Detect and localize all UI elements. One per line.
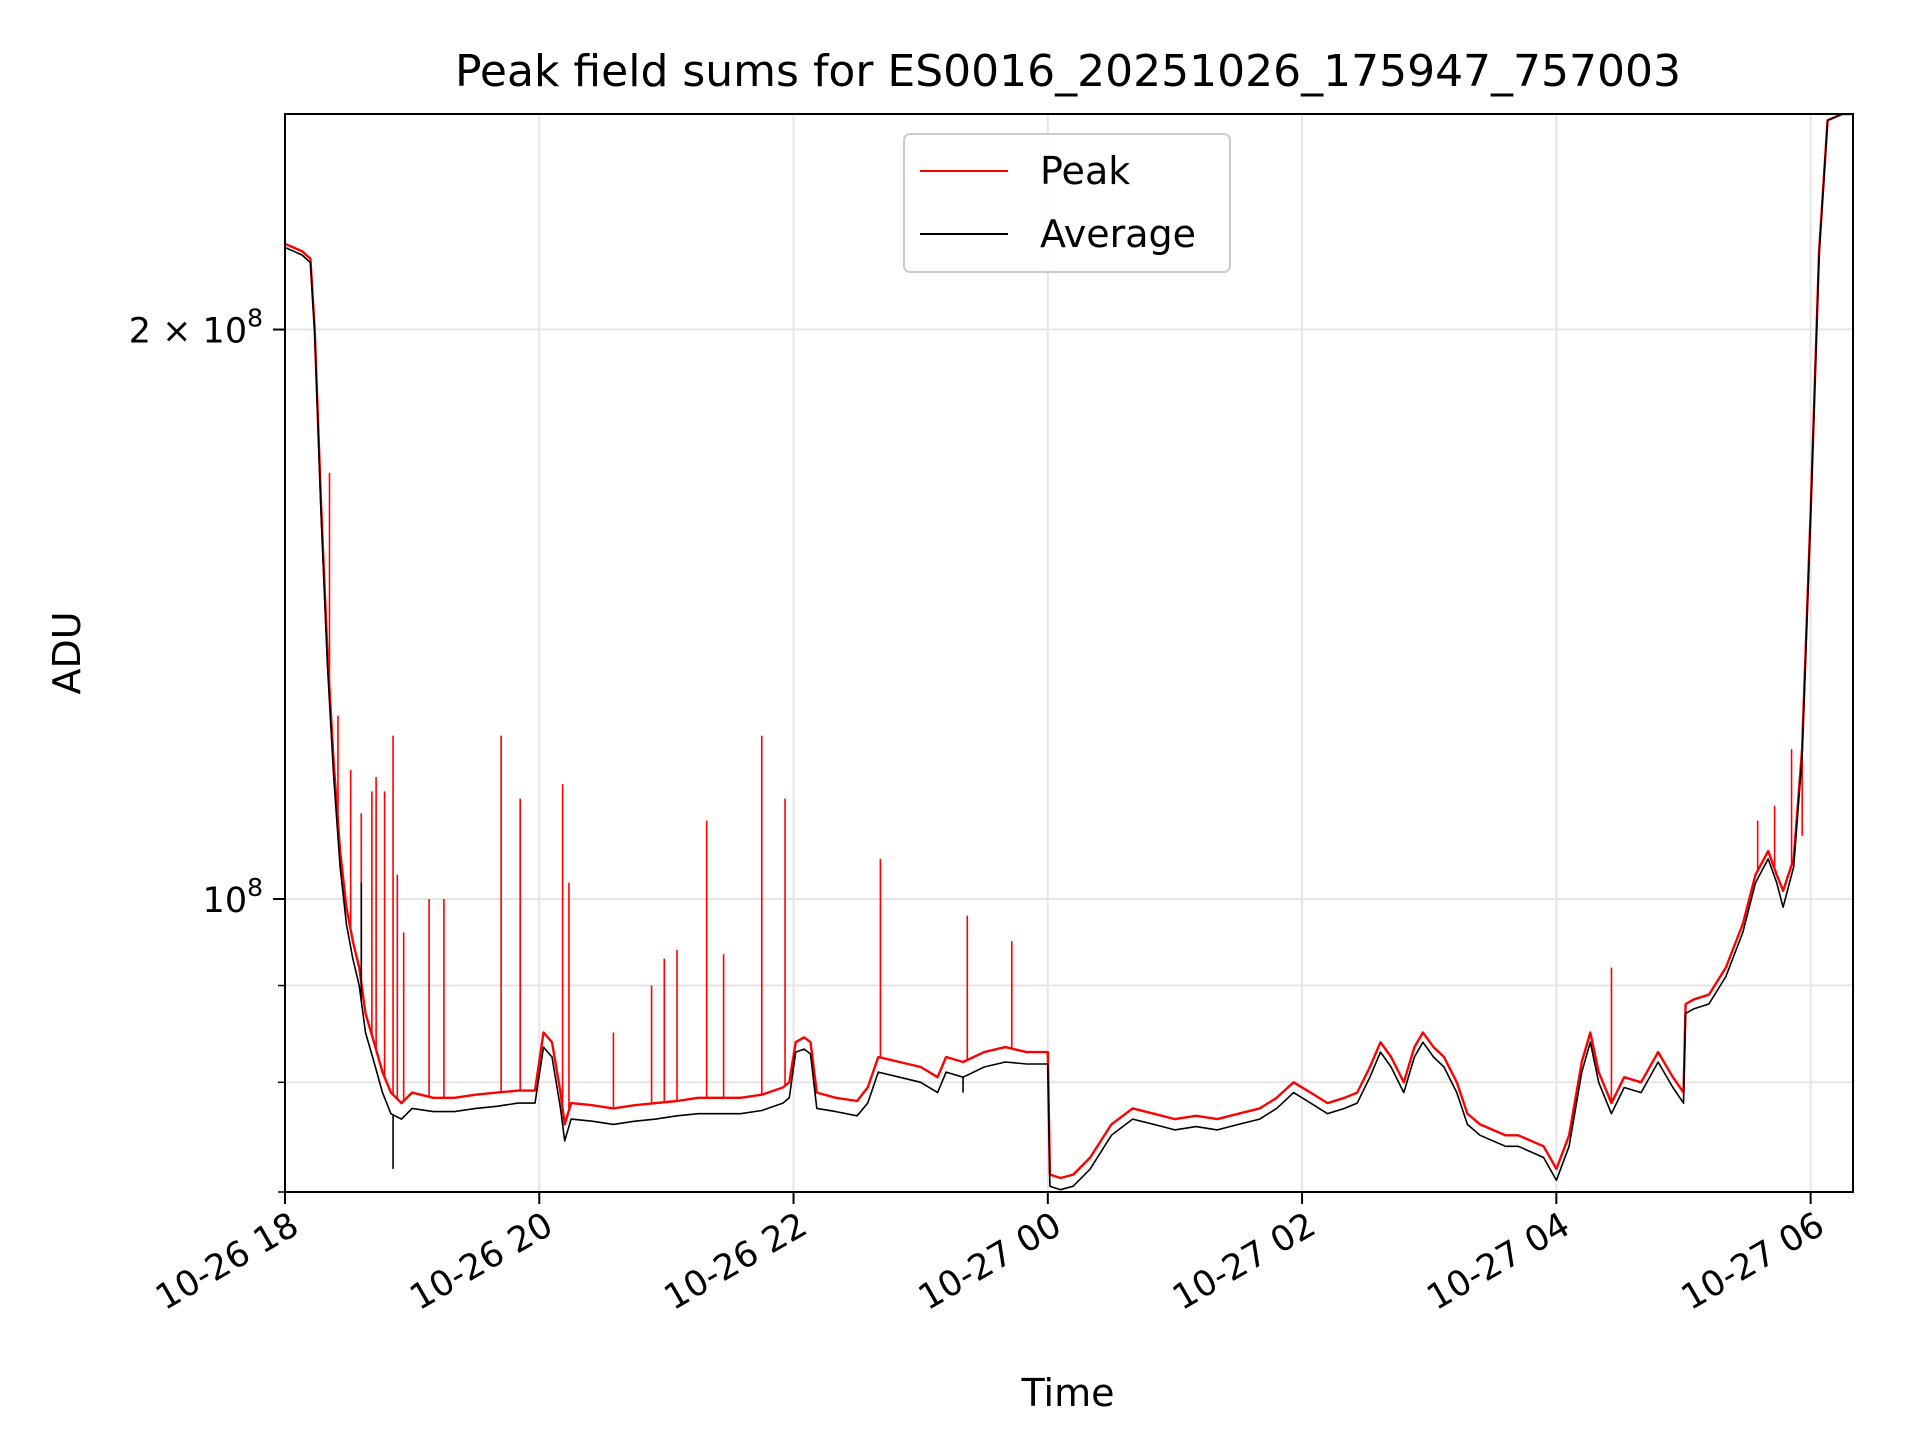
series-average xyxy=(285,114,1853,1191)
y-axis-label: ADU xyxy=(45,611,89,694)
chart-title: Peak field sums for ES0016_20251026_1759… xyxy=(455,46,1681,97)
y-tick-label-base: 2 × 10 xyxy=(129,312,247,352)
series-peak xyxy=(285,114,1853,1180)
y-tick-label-exponent: 8 xyxy=(247,873,263,902)
legend-peak-label: Peak xyxy=(1040,149,1130,193)
legend-average-label: Average xyxy=(1040,212,1196,256)
legend: Peak Average xyxy=(903,133,1231,273)
legend-box xyxy=(903,133,1231,273)
x-axis-label: Time xyxy=(1021,1371,1115,1415)
y-tick-label-exponent: 8 xyxy=(247,304,263,333)
y-tick-label: 2 × 108 xyxy=(129,304,263,352)
series-lines xyxy=(285,114,1853,1191)
series-line-peak xyxy=(285,114,1853,1180)
series-line-average xyxy=(285,114,1853,1191)
y-tick-label: 108 xyxy=(203,873,263,921)
y-tick-label-base: 10 xyxy=(203,881,248,921)
plot-frame xyxy=(284,113,1854,1193)
